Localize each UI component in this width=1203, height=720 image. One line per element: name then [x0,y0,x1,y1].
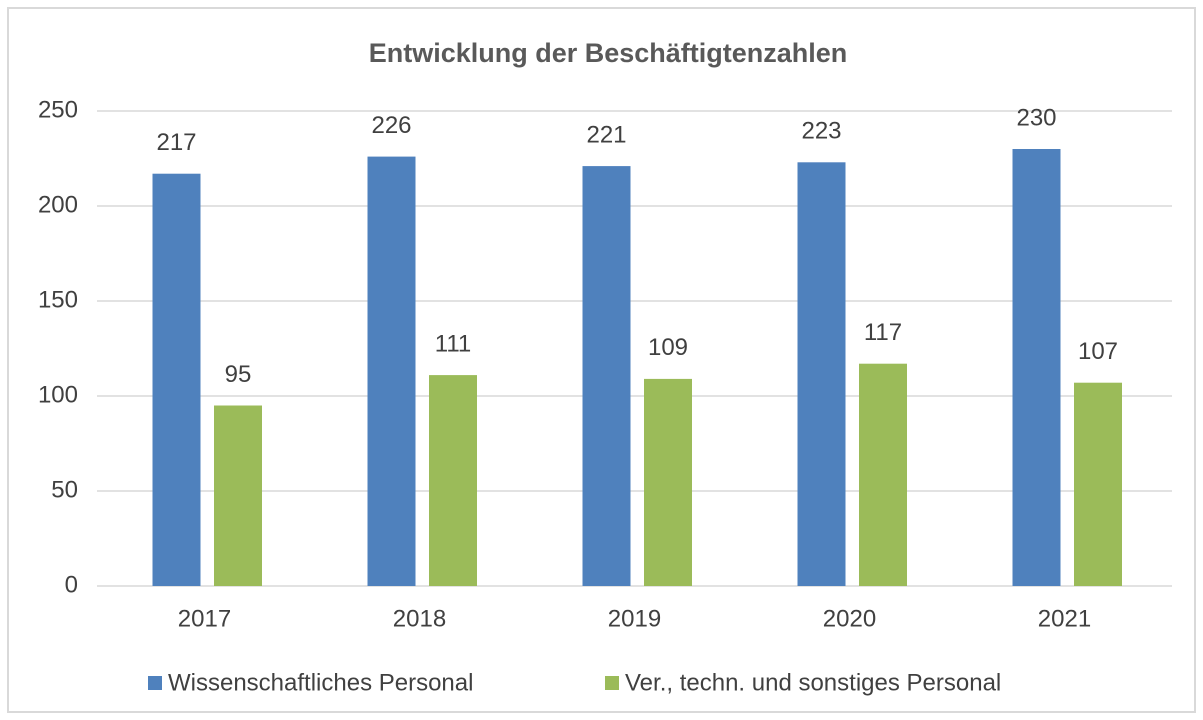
bar [797,162,846,587]
data-label: 230 [1016,104,1056,131]
data-label: 107 [1078,338,1118,365]
y-tick-label: 50 [51,476,78,503]
bar [367,156,416,586]
legend-swatch [605,676,619,690]
y-tick-label: 0 [65,571,78,598]
bar [152,173,201,586]
bar [1012,149,1061,586]
y-tick-label: 150 [38,286,78,313]
data-label: 223 [801,118,841,145]
data-label: 226 [371,112,411,139]
x-tick-label: 2017 [178,605,231,632]
legend-label: Wissenschaftliches Personal [168,669,473,696]
bar [582,166,631,586]
x-tick-label: 2018 [393,605,446,632]
bar [859,363,907,586]
bar [214,405,262,586]
data-label: 109 [648,334,688,361]
bar [1074,382,1122,586]
data-label: 117 [864,319,902,346]
data-label: 95 [225,361,252,388]
bar [429,375,477,586]
data-label: 221 [586,121,626,148]
y-tick-label: 200 [38,191,78,218]
legend-swatch [148,676,162,690]
chart-title: Entwicklung der Beschäftigtenzahlen [369,38,848,68]
y-tick-label: 100 [38,381,78,408]
x-tick-label: 2021 [1038,605,1091,632]
legend-label: Ver., techn. und sonstiges Personal [625,669,1001,696]
x-tick-label: 2020 [823,605,876,632]
bar [644,378,692,586]
data-label: 217 [156,129,196,156]
x-tick-label: 2019 [608,605,661,632]
data-label: 111 [435,330,471,357]
y-tick-label: 250 [38,96,78,123]
